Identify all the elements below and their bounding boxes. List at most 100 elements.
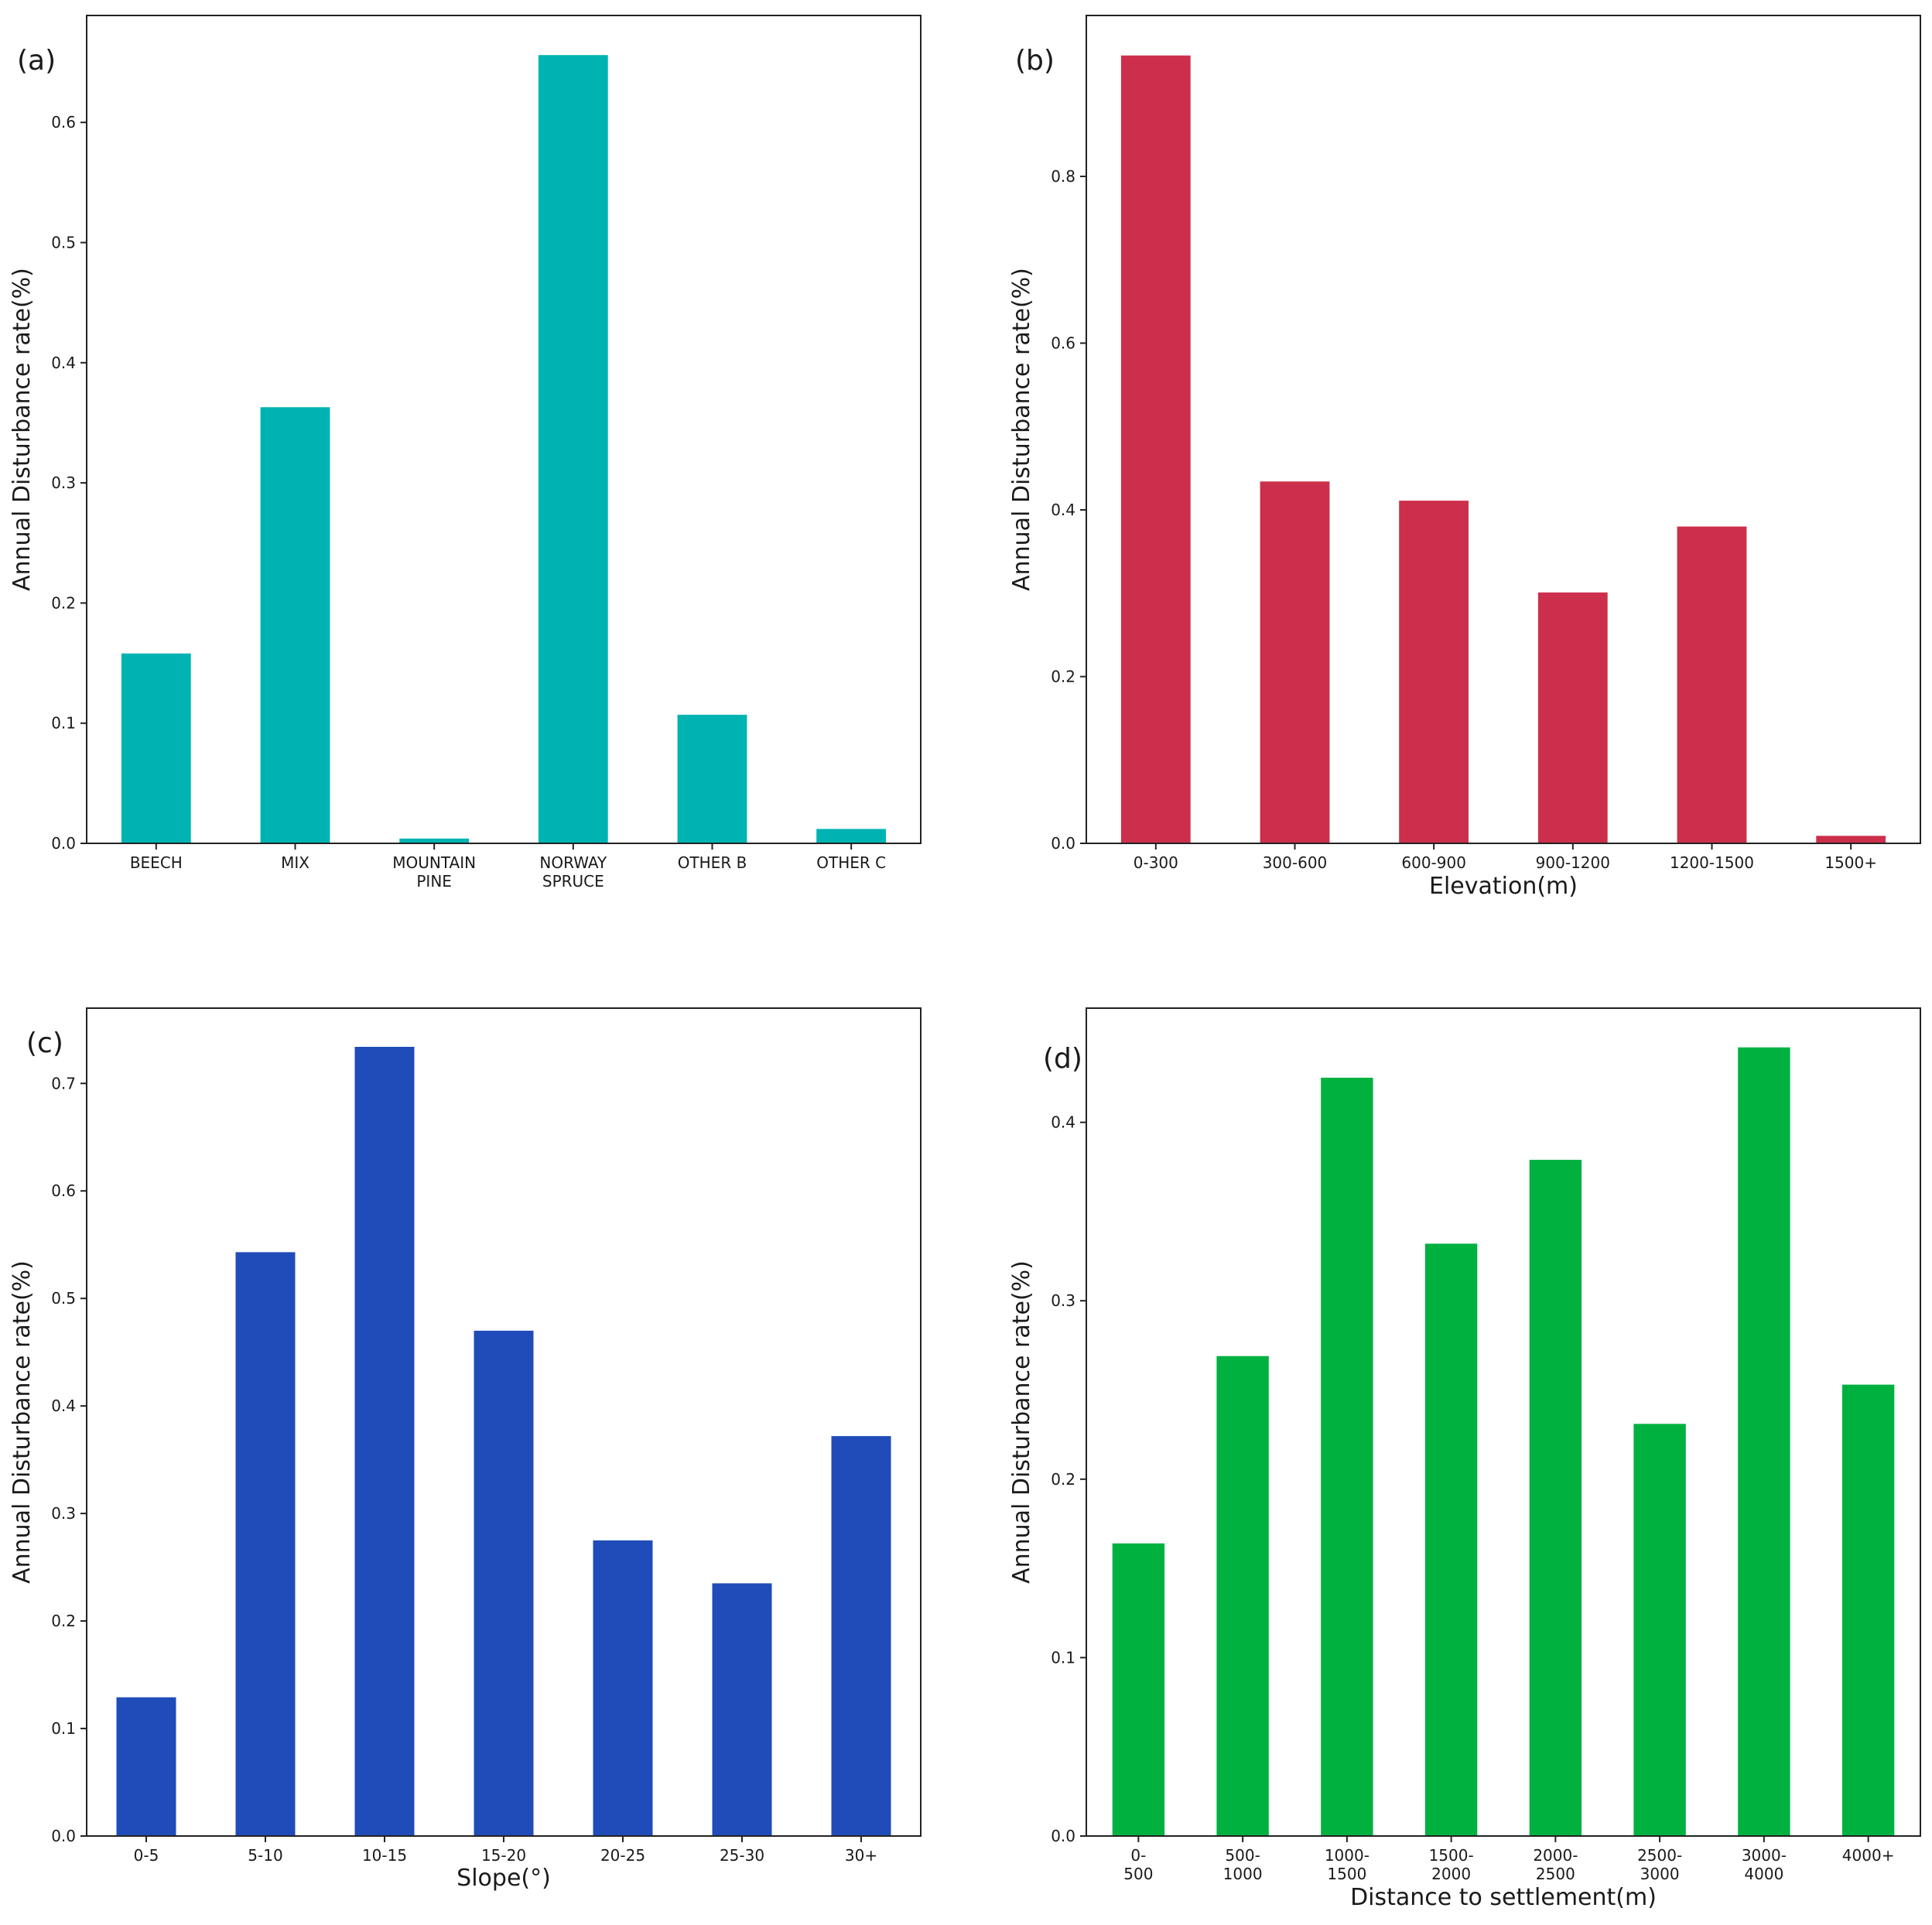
- x-tick-label: 2000-: [1533, 1846, 1578, 1865]
- y-axis-label: Annual Disturbance rate(%): [1008, 1260, 1035, 1584]
- x-tick-label: 1000-: [1325, 1846, 1369, 1865]
- panel-label: (b): [1015, 45, 1055, 77]
- x-tick-label: 4000: [1744, 1865, 1783, 1883]
- bar-4: [593, 1540, 653, 1836]
- y-tick-label: 0.0: [51, 834, 76, 853]
- bar-4: [1529, 1160, 1582, 1836]
- x-tick-label: 25-30: [720, 1846, 764, 1865]
- plot-frame: [86, 15, 922, 844]
- x-tick-label: OTHER C: [816, 853, 886, 872]
- x-tick-label: SPRUCE: [542, 872, 604, 891]
- bar-5: [816, 829, 886, 843]
- bar-5: [1633, 1424, 1686, 1836]
- y-tick-label: 0.4: [51, 1397, 76, 1415]
- panel-b: 0.0 0.2 0.4 0.6 0.8 0-300 300-600 600-900 900-12…: [1008, 15, 1921, 900]
- bar-3: [538, 55, 608, 843]
- y-tick-label: 0.4: [1051, 1113, 1075, 1132]
- x-tick-label: 2500: [1536, 1865, 1575, 1883]
- x-tick-label: 15-20: [481, 1846, 526, 1865]
- plot-frame: [1086, 1007, 1921, 1837]
- x-tick-label: 1000: [1223, 1865, 1263, 1883]
- y-tick-label: 0.7: [51, 1074, 76, 1092]
- bar-6: [831, 1436, 891, 1836]
- x-tick-label: 2000: [1431, 1865, 1471, 1883]
- y-axis-label: Annual Disturbance rate(%): [9, 1260, 36, 1584]
- y-tick-label: 0.6: [51, 113, 76, 132]
- bar-0: [116, 1697, 176, 1836]
- y-tick-label: 0.1: [51, 1719, 76, 1738]
- x-tick-label: MOUNTAIN: [392, 853, 476, 872]
- bar-3: [474, 1330, 534, 1836]
- x-axis-label: Elevation(m): [1429, 873, 1578, 900]
- bar-2: [399, 838, 470, 843]
- bar-1: [1260, 481, 1330, 843]
- x-tick-label: 30+: [845, 1846, 877, 1865]
- bar-3: [1424, 1243, 1478, 1836]
- bar-1: [1216, 1356, 1269, 1836]
- bar-0: [1120, 55, 1191, 843]
- bar-7: [1841, 1384, 1895, 1836]
- y-tick-label: 0.3: [51, 474, 76, 492]
- y-tick-label: 0.2: [51, 1612, 76, 1630]
- bar-2: [1399, 501, 1469, 843]
- x-tick-label: 600-900: [1401, 853, 1466, 872]
- x-tick-label: BEECH: [130, 853, 183, 872]
- x-tick-label: 300-600: [1263, 853, 1328, 872]
- x-tick-label: 0-300: [1134, 853, 1178, 872]
- x-tick-label: 1200-1500: [1670, 853, 1754, 872]
- panel-label: (a): [17, 45, 56, 77]
- x-tick-label: 2500-: [1637, 1846, 1682, 1865]
- bar-4: [1677, 526, 1747, 843]
- bar-4: [677, 714, 747, 843]
- x-tick-label: 500: [1123, 1865, 1153, 1883]
- panel-label: (c): [26, 1027, 63, 1059]
- x-tick-label: 3000: [1640, 1865, 1680, 1883]
- x-tick-label: 10-15: [362, 1846, 407, 1865]
- y-axis-label: Annual Disturbance rate(%): [1008, 268, 1035, 591]
- panel-c: 0.0 0.1 0.2 0.3 0.4 0.5 0.6 0.7 0-5 5-10 10-15 15-2…: [9, 1007, 922, 1892]
- bar-6: [1738, 1047, 1790, 1836]
- x-tick-label: OTHER B: [678, 853, 747, 872]
- y-tick-label: 0.3: [1051, 1291, 1075, 1310]
- y-tick-label: 0.5: [51, 234, 76, 252]
- bar-1: [260, 407, 330, 843]
- x-tick-label: PINE: [416, 872, 452, 891]
- y-tick-label: 0.1: [51, 714, 76, 733]
- panel-a: 0.0 0.1 0.2 0.3 0.4 0.5 0.6 BEECH MIX MOUNTAINPIN…: [9, 15, 922, 891]
- x-axis-label: Slope(°): [456, 1865, 551, 1892]
- x-tick-label: 1500: [1327, 1865, 1366, 1883]
- panel-d: 0.0 0.1 0.2 0.3 0.4 0-500 500-1000 1000-1500 150…: [1008, 1007, 1921, 1911]
- y-tick-label: 0.2: [51, 593, 76, 612]
- x-tick-label: 1500+: [1824, 853, 1877, 872]
- x-tick-label: MIX: [281, 853, 309, 872]
- plot-frame: [1086, 15, 1921, 844]
- bar-0: [1112, 1543, 1165, 1836]
- x-axis-label: Distance to settlement(m): [1350, 1884, 1657, 1911]
- y-tick-label: 0.6: [51, 1181, 76, 1200]
- x-tick-label: 4000+: [1842, 1846, 1895, 1865]
- x-tick-label: 0-5: [134, 1846, 159, 1865]
- y-tick-label: 0.5: [51, 1289, 76, 1308]
- y-tick-label: 0.2: [1051, 1470, 1075, 1489]
- y-tick-label: 0.4: [1051, 501, 1075, 519]
- bar-5: [1816, 836, 1886, 843]
- bar-3: [1537, 592, 1608, 843]
- y-axis-label: Annual Disturbance rate(%): [9, 268, 36, 591]
- y-tick-label: 0.4: [51, 354, 76, 372]
- x-tick-label: NORWAY: [539, 853, 607, 872]
- bar-2: [354, 1047, 415, 1836]
- y-tick-label: 0.1: [1051, 1648, 1075, 1667]
- x-tick-label: 900-1200: [1536, 853, 1610, 872]
- y-tick-label: 0.3: [51, 1504, 76, 1523]
- x-tick-label: 20-25: [600, 1846, 645, 1865]
- y-tick-label: 0.0: [1051, 834, 1075, 853]
- x-tick-label: 3000-: [1742, 1846, 1787, 1865]
- panel-label: (d): [1043, 1043, 1082, 1075]
- y-tick-label: 0.6: [1051, 333, 1075, 352]
- y-tick-label: 0.0: [1051, 1827, 1075, 1845]
- bar-2: [1321, 1077, 1373, 1836]
- x-tick-label: 5-10: [248, 1846, 282, 1865]
- bar-1: [235, 1252, 296, 1836]
- x-tick-label: 500-: [1225, 1846, 1260, 1865]
